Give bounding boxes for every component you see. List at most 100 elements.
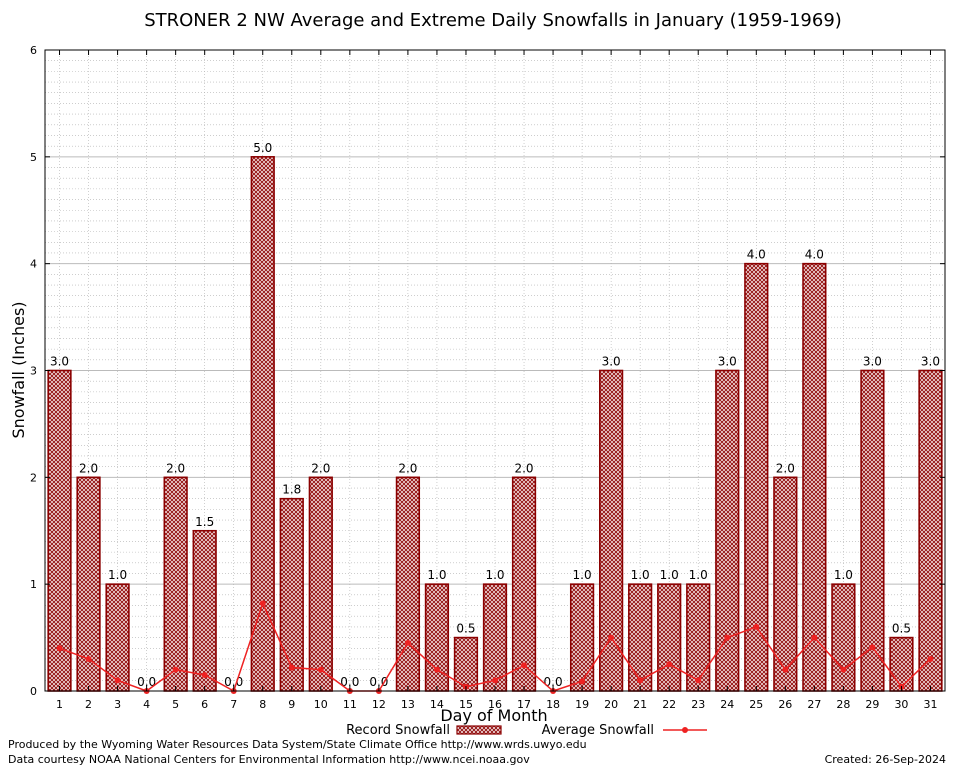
x-tick-label: 24	[720, 698, 734, 711]
average-point-day-26	[782, 666, 789, 673]
average-point-day-3	[114, 677, 121, 684]
x-tick-label: 17	[517, 698, 531, 711]
x-tick-label: 5	[172, 698, 179, 711]
bar-value-label-day-9: 1.8	[282, 483, 301, 497]
bar-value-label-day-10: 2.0	[311, 461, 330, 475]
x-tick-label: 6	[201, 698, 208, 711]
x-tick-label: 27	[807, 698, 821, 711]
bar-value-label-day-8: 5.0	[253, 141, 272, 155]
average-point-day-5	[172, 666, 179, 673]
record-bar-day-27	[802, 262, 827, 692]
legend-record-label: Record Snowfall	[346, 723, 450, 738]
bar-value-label-day-17: 2.0	[514, 461, 533, 475]
bar-value-label-day-6: 1.5	[195, 515, 214, 529]
x-tick-label: 13	[401, 698, 415, 711]
bar-value-label-day-11: 0.0	[340, 675, 359, 689]
chart-title: STRONER 2 NW Average and Extreme Daily S…	[144, 10, 842, 31]
x-tick-label: 26	[778, 698, 792, 711]
average-point-day-25	[753, 623, 760, 630]
y-tick-label: 5	[30, 151, 37, 164]
x-tick-label: 31	[923, 698, 937, 711]
bar-value-label-day-16: 1.0	[485, 568, 504, 582]
record-bars: 3.0 2.0 1.0 0.0 2.0 1.5 0.0 5.0 1.8 2.0 0.0 0.0 2.0 1…	[47, 141, 943, 692]
bar-value-label-day-19: 1.0	[573, 568, 592, 582]
record-bar-day-20	[599, 369, 624, 692]
bar-value-label-day-18: 0.0	[544, 675, 563, 689]
average-point-day-31	[927, 655, 934, 662]
bar-value-label-day-2: 2.0	[79, 461, 98, 475]
x-tick-label: 19	[575, 698, 589, 711]
x-tick-label: 8	[259, 698, 266, 711]
average-point-day-22	[666, 661, 673, 668]
average-point-day-29	[869, 644, 876, 651]
average-point-day-9	[288, 664, 295, 671]
bar-value-label-day-26: 2.0	[776, 461, 795, 475]
average-point-day-19	[579, 678, 586, 685]
y-tick-label: 6	[30, 44, 37, 57]
average-point-day-27	[811, 634, 818, 641]
average-line	[56, 600, 934, 694]
footer-produced-by: Produced by the Wyoming Water Resources …	[8, 738, 587, 751]
bar-value-label-day-15: 0.5	[456, 622, 475, 636]
bar-value-label-day-12: 0.0	[369, 675, 388, 689]
x-tick-label: 7	[230, 698, 237, 711]
average-point-day-8	[259, 600, 266, 607]
average-point-day-14	[433, 666, 440, 673]
record-bar-day-1	[47, 369, 72, 692]
bar-value-label-day-27: 4.0	[805, 248, 824, 262]
y-axis-label: Snowfall (Inches)	[9, 301, 28, 438]
average-point-day-13	[404, 639, 411, 646]
bar-value-label-day-20: 3.0	[602, 355, 621, 369]
y-tick-label: 3	[30, 365, 37, 378]
record-bar-day-23	[686, 583, 711, 692]
x-tick-label: 20	[604, 698, 618, 711]
legend-record-swatch	[456, 725, 502, 735]
record-bar-day-31	[918, 369, 943, 692]
bar-value-label-day-14: 1.0	[427, 568, 446, 582]
bar-value-label-day-29: 3.0	[863, 355, 882, 369]
bar-value-label-day-21: 1.0	[631, 568, 650, 582]
x-tick-label: 1	[56, 698, 63, 711]
bar-value-label-day-5: 2.0	[166, 461, 185, 475]
record-bar-day-8	[250, 156, 275, 692]
legend-average-label: Average Snowfall	[542, 723, 654, 738]
x-tick-label: 18	[546, 698, 560, 711]
x-tick-label: 30	[894, 698, 908, 711]
x-tick-label: 9	[288, 698, 295, 711]
average-point-day-10	[317, 666, 324, 673]
bar-value-label-day-28: 1.0	[834, 568, 853, 582]
record-bar-day-29	[860, 369, 885, 692]
record-bar-day-15	[453, 636, 479, 692]
record-bar-day-6	[192, 529, 217, 692]
bar-value-label-day-22: 1.0	[660, 568, 679, 582]
x-axis-label: Day of Month	[440, 706, 547, 725]
bar-value-label-day-25: 4.0	[747, 248, 766, 262]
record-bar-day-21	[628, 583, 653, 692]
bar-value-label-day-31: 3.0	[921, 355, 940, 369]
record-bar-day-17	[511, 476, 537, 692]
x-tick-label: 14	[430, 698, 444, 711]
bar-value-label-day-24: 3.0	[718, 355, 737, 369]
bar-value-label-day-3: 1.0	[108, 568, 127, 582]
average-point-day-17	[521, 662, 528, 669]
record-bar-day-24	[715, 369, 740, 692]
record-bar-day-10	[308, 476, 333, 692]
average-point-day-20	[608, 634, 615, 641]
bar-value-label-day-30: 0.5	[892, 622, 911, 636]
x-tick-label: 28	[836, 698, 850, 711]
x-tick-label: 22	[662, 698, 676, 711]
average-point-day-1	[56, 645, 63, 652]
y-tick-label: 0	[30, 685, 37, 698]
x-tick-label: 23	[691, 698, 705, 711]
y-tick-label: 4	[30, 258, 37, 271]
average-point-day-28	[840, 666, 847, 673]
footer-created: Created: 26-Sep-2024	[824, 753, 946, 766]
x-tick-label: 15	[459, 698, 473, 711]
x-tick-label: 29	[865, 698, 879, 711]
bar-value-label-day-13: 2.0	[398, 461, 417, 475]
average-point-day-6	[201, 671, 208, 678]
bar-value-label-day-23: 1.0	[689, 568, 708, 582]
legend: Record Snowfall Average Snowfall	[346, 723, 707, 738]
